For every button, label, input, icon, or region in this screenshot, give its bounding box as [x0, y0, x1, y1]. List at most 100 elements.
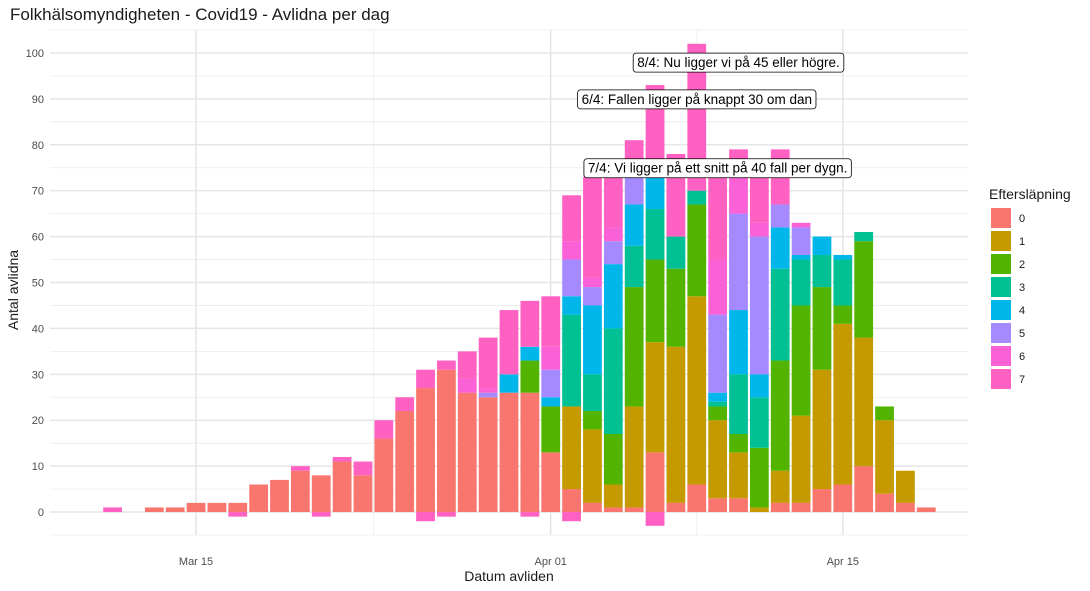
- legend-key-3: [991, 277, 1011, 297]
- annotation-label: 7/4: Vi ligger på ett snitt på 40 fall p…: [583, 158, 852, 179]
- annotation-box: [577, 89, 817, 110]
- bar-segment-2020-03-29-s7: [478, 337, 498, 389]
- legend-label-5: 5: [1019, 328, 1025, 340]
- bar-segment-2020-04-06-s4: [645, 172, 665, 210]
- bar-segment-2020-04-09-s4: [708, 392, 728, 402]
- bar-segment-2020-04-16-s2: [854, 241, 874, 338]
- bar-segment-2020-03-30-s4: [499, 374, 519, 393]
- bar-segment-2020-03-30-s0: [499, 392, 519, 513]
- bar-segment-2020-04-01-s5: [541, 369, 561, 398]
- legend-label-7: 7: [1019, 374, 1025, 386]
- bar-segment-2020-04-13-s5: [791, 227, 811, 255]
- bar-segment-2020-04-09-s1: [708, 420, 728, 499]
- bar-segment-2020-04-05-s4: [624, 204, 644, 246]
- bar-segment-2020-04-05-s0: [624, 507, 644, 513]
- bar-segment-2020-04-04-s5: [603, 241, 623, 265]
- legend: Eftersläpning 0 1 2 3 4 5 6 7: [989, 186, 1071, 389]
- bar-segment-2020-04-06-s0: [645, 452, 665, 513]
- legend-key-4: [991, 300, 1011, 320]
- y-tick-label: 100: [26, 48, 44, 60]
- bar-segment-2020-04-06-s7: [645, 512, 665, 526]
- bar-segment-2020-04-15-s2: [833, 305, 853, 324]
- legend-key-5: [991, 323, 1011, 343]
- bar-segment-2020-04-05-s3: [624, 245, 644, 288]
- bar-segment-2020-04-11-s5: [749, 236, 769, 375]
- bar-segment-2020-04-01-s4: [541, 397, 561, 407]
- bar-segment-2020-04-07-s3: [666, 236, 686, 269]
- bar-segment-2020-04-02-s6: [562, 241, 581, 260]
- annotation-text: 7/4: Vi ligger på ett snitt på 40 fall p…: [588, 161, 847, 176]
- bar-segment-2020-04-13-s3: [791, 259, 811, 306]
- bar-segment-2020-04-15-s3: [833, 259, 853, 306]
- y-axis-title: Antal avlidna: [5, 250, 21, 330]
- bar-segment-2020-03-13-s0: [144, 507, 164, 513]
- bar-segment-2020-04-10-s5: [729, 213, 748, 311]
- y-tick-label: 0: [38, 507, 44, 519]
- bar-segment-2020-04-03-s7: [583, 176, 602, 278]
- bar-segment-2020-03-20-s0: [290, 470, 310, 513]
- bar-segment-2020-03-16-s0: [207, 502, 227, 513]
- x-tick-label: Apr 15: [827, 556, 859, 568]
- bar-segment-2020-03-31-s2: [520, 360, 540, 393]
- bar-segment-2020-04-08-s3: [687, 190, 707, 205]
- bar-segment-2020-04-03-s3: [583, 374, 602, 412]
- y-tick-label: 30: [32, 369, 44, 381]
- bar-segment-2020-04-10-s0: [729, 498, 748, 513]
- bar-segment-2020-03-11-s7: [103, 507, 122, 513]
- bar-segment-2020-04-10-s1: [729, 452, 748, 499]
- annotation-box: [583, 158, 852, 179]
- bar-segment-2020-04-08-s7: [687, 43, 707, 191]
- bar-segment-2020-04-05-s2: [624, 287, 644, 407]
- x-tick-label: Apr 01: [535, 556, 567, 568]
- bar-segment-2020-03-28-s0: [457, 392, 477, 513]
- legend-label-0: 0: [1019, 213, 1025, 225]
- bar-segment-2020-04-02-s1: [562, 406, 581, 490]
- x-axis: Mar 15 Apr 01 Apr 15: [179, 556, 859, 568]
- bar-segment-2020-04-02-s7: [562, 512, 581, 522]
- bar-segment-2020-04-04-s3: [603, 328, 623, 434]
- bar-segment-2020-04-07-s1: [666, 346, 686, 503]
- bar-segment-2020-03-19-s0: [270, 479, 289, 513]
- x-axis-title: Datum avliden: [464, 568, 554, 584]
- y-tick-label: 20: [32, 415, 44, 427]
- bar-segment-2020-03-27-s7: [437, 512, 456, 517]
- bar-segment-2020-03-29-s6: [478, 388, 498, 393]
- y-axis: 0 10 20 30 40 50 60 70 80 90 100: [26, 48, 44, 519]
- legend-title: Eftersläpning: [989, 186, 1071, 202]
- bar-segment-2020-03-23-s0: [353, 475, 373, 513]
- bar-segment-2020-04-17-s0: [875, 493, 894, 513]
- bar-segment-2020-04-16-s0: [854, 466, 874, 513]
- bar-segment-2020-04-14-s4: [812, 236, 832, 255]
- legend-key-2: [991, 254, 1011, 274]
- bar-segment-2020-04-11-s6: [749, 222, 769, 237]
- bar-segment-2020-03-28-s6: [457, 378, 477, 393]
- bar-segment-2020-04-09-s2: [708, 406, 728, 421]
- bar-segment-2020-04-02-s4: [562, 296, 581, 315]
- bar-segment-2020-04-12-s0: [770, 502, 790, 513]
- bar-segment-2020-04-14-s2: [812, 287, 832, 370]
- y-tick-label: 40: [32, 323, 44, 335]
- bar-segment-2020-04-11-s1: [749, 507, 769, 513]
- bar-segment-2020-03-26-s0: [416, 388, 435, 513]
- bar-segment-2020-04-03-s6: [583, 277, 602, 288]
- y-tick-label: 60: [32, 232, 44, 244]
- x-tick-label: Mar 15: [179, 556, 213, 568]
- bar-segment-2020-04-12-s1: [770, 470, 790, 503]
- bar-segment-2020-04-16-s3: [854, 232, 874, 242]
- bar-segment-2020-04-11-s3: [749, 397, 769, 448]
- bar-segment-2020-03-27-s0: [437, 369, 456, 513]
- bar-segment-2020-04-04-s0: [603, 507, 623, 513]
- bar-segment-2020-04-04-s6: [603, 227, 623, 242]
- bar-segment-2020-04-08-s2: [687, 204, 707, 297]
- bar-segment-2020-04-13-s1: [791, 415, 811, 503]
- legend-key-7: [991, 369, 1011, 389]
- bar-segment-2020-03-31-s7: [520, 512, 540, 517]
- bar-segment-2020-04-13-s2: [791, 305, 811, 416]
- bar-segment-2020-03-29-s0: [478, 397, 498, 513]
- legend-key-0: [991, 208, 1011, 228]
- bar-segment-2020-04-03-s2: [583, 411, 602, 430]
- y-tick-label: 50: [32, 278, 44, 290]
- bar-segment-2020-04-09-s5: [708, 314, 728, 393]
- bar-segment-2020-04-15-s1: [833, 323, 853, 485]
